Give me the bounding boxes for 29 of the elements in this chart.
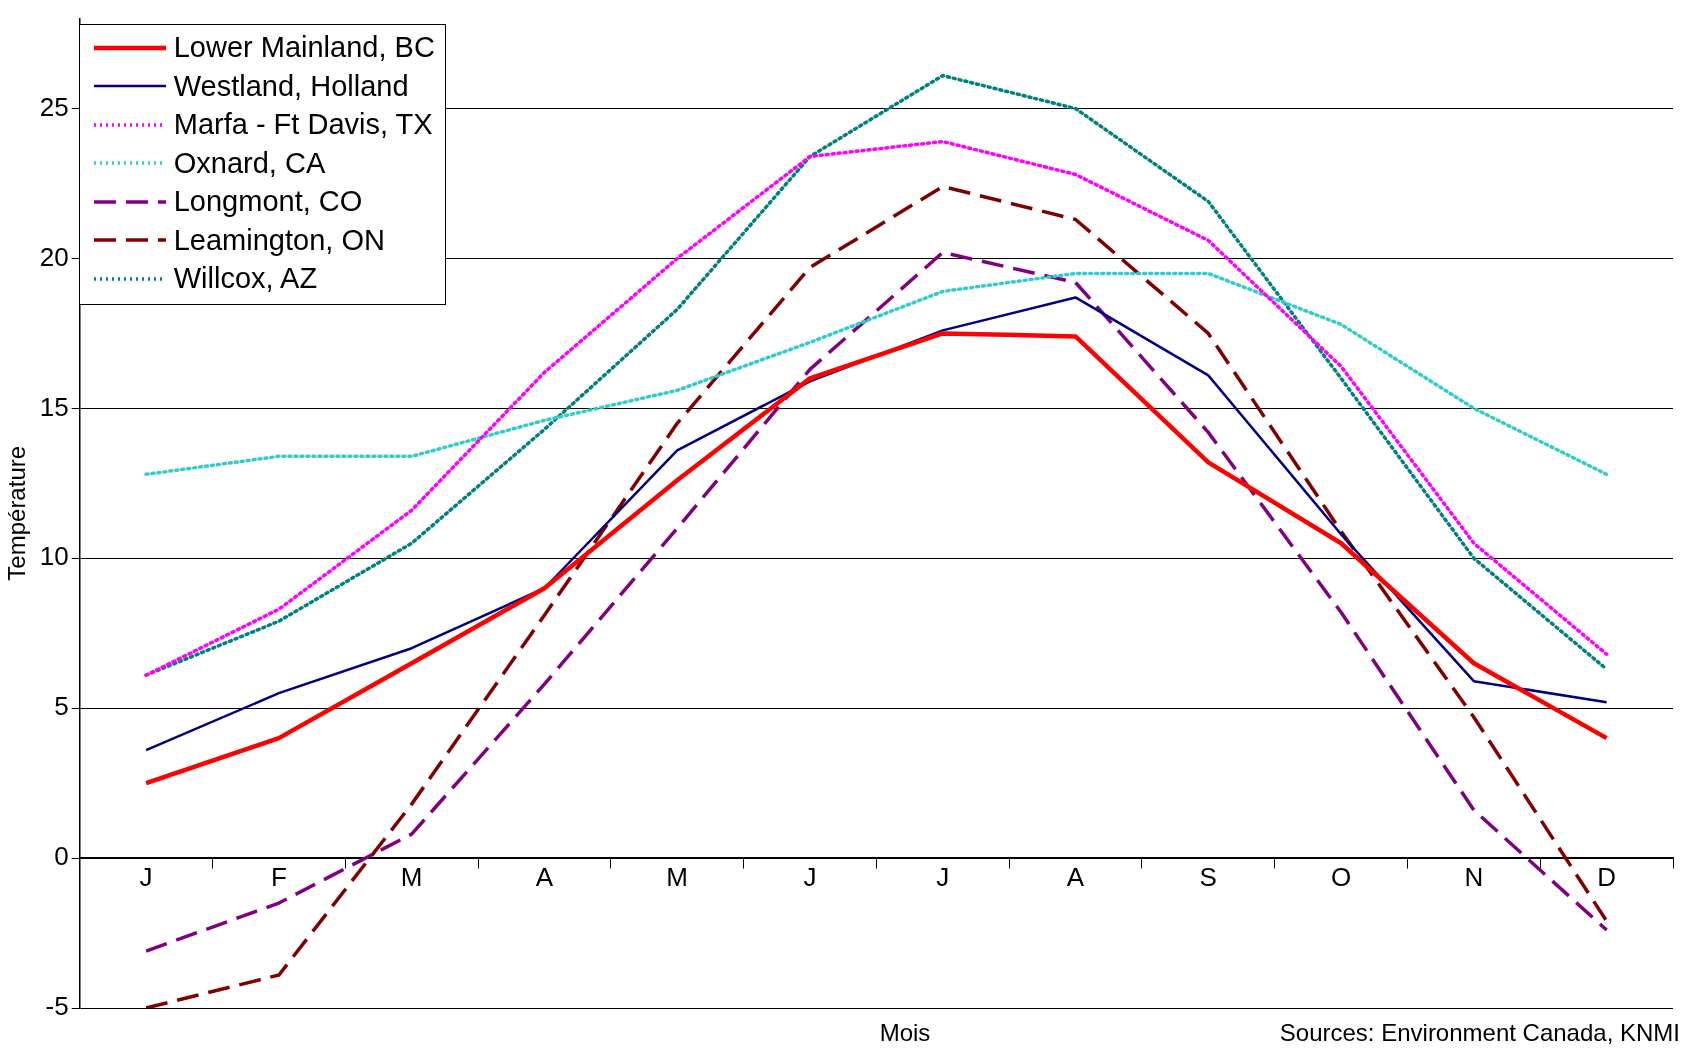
x-tick-label: A <box>535 862 554 893</box>
legend-label: Westland, Holland <box>173 69 409 103</box>
y-tick-label: -5 <box>45 991 69 1022</box>
y-tick-label: 10 <box>39 541 69 572</box>
y-axis-title: Température <box>3 445 31 581</box>
x-tick-label: A <box>1066 862 1085 893</box>
x-tick-label: D <box>1597 862 1616 893</box>
legend-label: Lower Mainland, BC <box>173 31 435 65</box>
y-tick-label: 0 <box>54 841 69 872</box>
x-tick-label: J <box>139 862 153 893</box>
legend-label: Oxnard, CA <box>173 146 326 180</box>
x-tick-label: M <box>666 862 689 893</box>
x-tick-label: J <box>936 862 950 893</box>
y-tick-label: 20 <box>39 241 69 272</box>
x-tick-label: O <box>1330 862 1352 893</box>
x-tick-label: J <box>803 862 817 893</box>
x-tick-label: N <box>1464 862 1484 893</box>
legend-label: Marfa - Ft Davis, TX <box>173 108 433 142</box>
x-tick-label: M <box>400 862 423 893</box>
legend-label: Willcox, AZ <box>173 262 318 296</box>
legend-label: Longmont, CO <box>173 185 363 219</box>
x-axis-title: Mois <box>879 1018 931 1046</box>
source-note: Sources: Environment Canada, KNMI <box>1279 1018 1680 1046</box>
x-tick-label: F <box>270 862 287 893</box>
y-tick-label: 15 <box>39 391 69 422</box>
y-tick-label: 5 <box>54 691 69 722</box>
x-tick-label: S <box>1199 862 1217 893</box>
y-tick-label: 25 <box>39 91 69 122</box>
legend-label: Leamington, ON <box>173 223 385 257</box>
